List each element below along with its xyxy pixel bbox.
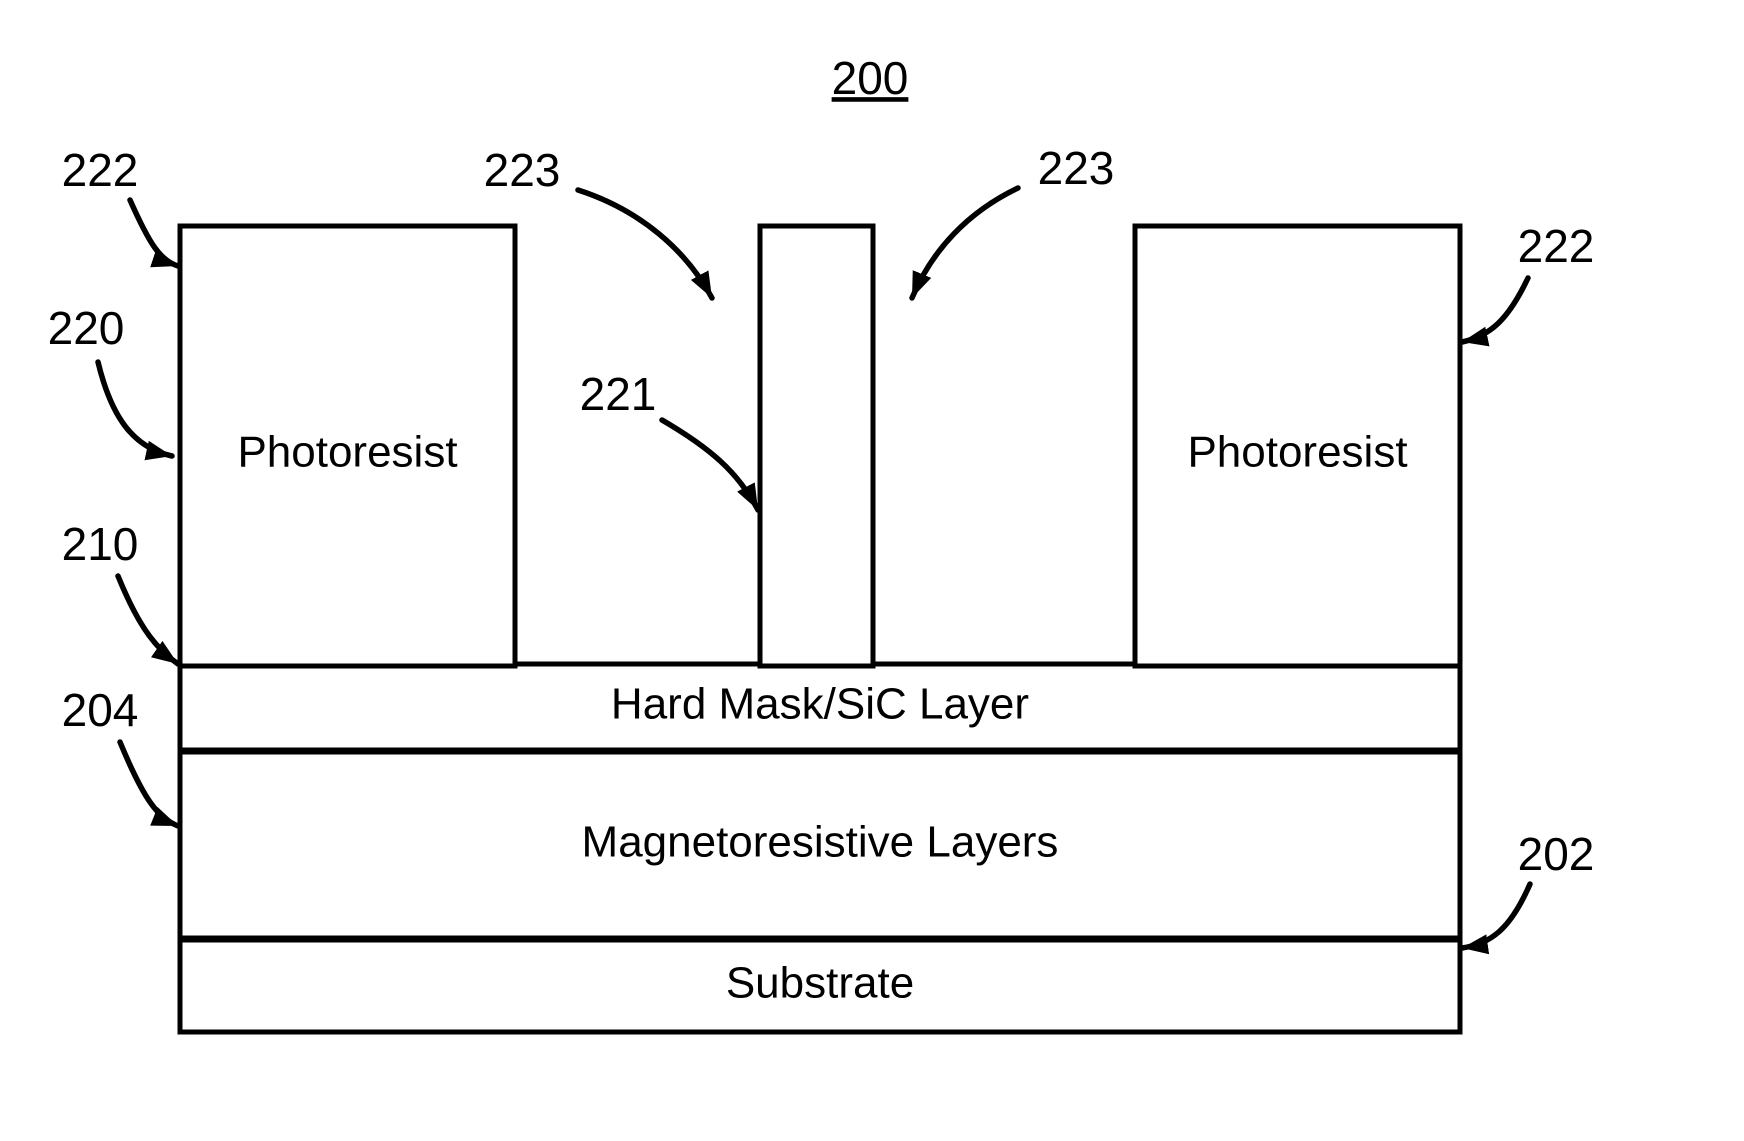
- ref-r223_right: 223: [1038, 142, 1115, 194]
- leader-r210: [118, 576, 178, 664]
- ref-r220: 220: [48, 302, 125, 354]
- leader-r202: [1462, 884, 1530, 948]
- layer-substrate-label: Substrate: [726, 959, 914, 1008]
- ref-r223_left: 223: [484, 144, 561, 196]
- leader-r220: [98, 362, 172, 456]
- ref-r202: 202: [1518, 828, 1595, 880]
- ref-r204: 204: [62, 684, 139, 736]
- figure-ref: 200: [832, 52, 909, 104]
- pillar-center: [760, 226, 873, 666]
- leader-r223_right: [912, 188, 1018, 298]
- leader-r223_left: [578, 190, 712, 298]
- ref-r222_right: 222: [1518, 220, 1595, 272]
- leader-r204: [120, 742, 178, 826]
- leader-r222_right: [1462, 278, 1528, 342]
- pillar-photoresist-right-label: Photoresist: [1187, 427, 1407, 476]
- ref-r210: 210: [62, 518, 139, 570]
- ref-r222_left: 222: [62, 144, 139, 196]
- layer-hardmask-label: Hard Mask/SiC Layer: [611, 680, 1029, 729]
- layer-magnetoresistive-label: Magnetoresistive Layers: [582, 818, 1059, 867]
- ref-r221: 221: [580, 368, 657, 420]
- leader-r221: [662, 420, 758, 510]
- pillar-photoresist-left-label: Photoresist: [237, 427, 457, 476]
- leader-r222_left: [130, 200, 178, 266]
